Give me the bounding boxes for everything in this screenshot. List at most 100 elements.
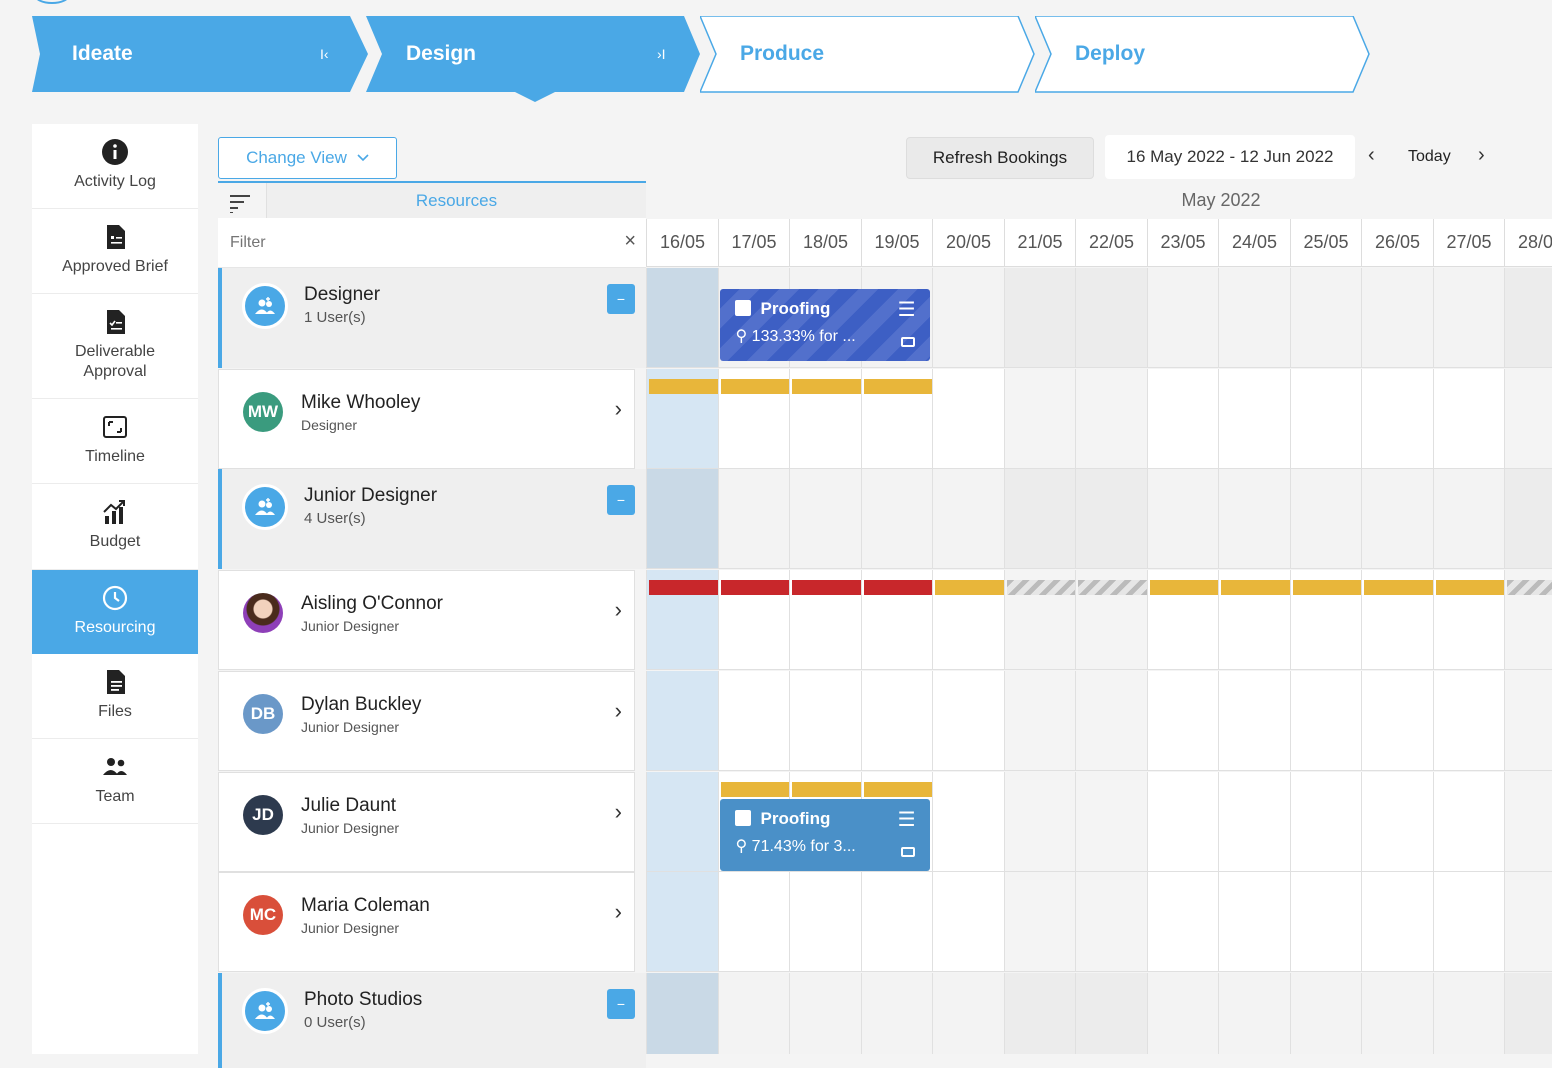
calendar-cell[interactable] (1361, 268, 1433, 368)
menu-icon[interactable]: ☰ (897, 299, 916, 321)
calendar-cell[interactable] (860, 469, 933, 570)
calendar-cell[interactable] (1075, 771, 1147, 872)
today-button[interactable]: Today (1408, 148, 1451, 165)
calendar-cell[interactable] (717, 469, 790, 570)
nav-item-activity-log[interactable]: Activity Log (32, 124, 198, 209)
nav-item-deliverable-approval[interactable]: Deliverable Approval (32, 294, 198, 399)
calendar-cell[interactable] (932, 268, 1004, 368)
calendar-cell[interactable] (1218, 670, 1290, 771)
resize-icon[interactable] (900, 337, 915, 347)
calendar-cell[interactable] (1218, 771, 1290, 872)
calendar-cell[interactable] (1289, 771, 1362, 872)
stage-produce[interactable]: Produce (700, 16, 1040, 94)
calendar-cell[interactable] (932, 670, 1004, 771)
calendar-cell[interactable] (1504, 268, 1552, 368)
calendar-cell[interactable] (1361, 972, 1433, 1054)
calendar-cell[interactable] (1289, 972, 1362, 1054)
sort-icon[interactable] (230, 195, 252, 213)
calendar-cell[interactable] (1504, 368, 1552, 469)
stage-ideate[interactable]: Ideate I‹ (32, 16, 372, 94)
nav-item-timeline[interactable]: Timeline (32, 399, 198, 484)
calendar-cell[interactable] (1003, 268, 1076, 368)
calendar-cell[interactable] (1432, 469, 1505, 570)
change-view-button[interactable]: Change View (218, 137, 397, 179)
calendar-cell[interactable] (789, 469, 861, 570)
refresh-bookings-button[interactable]: Refresh Bookings (906, 137, 1094, 179)
calendar-cell[interactable] (1003, 670, 1076, 771)
resource-user-row[interactable]: DB Dylan Buckley Junior Designer › (218, 670, 635, 771)
date-range-display[interactable]: 16 May 2022 - 12 Jun 2022 (1105, 135, 1355, 179)
calendar-cell[interactable] (1432, 872, 1505, 973)
calendar-cell[interactable] (1289, 368, 1362, 469)
booking-card[interactable]: Proofing ☰ ⚲ 133.33% for ... (719, 289, 930, 361)
nav-item-approved-brief[interactable]: Approved Brief (32, 209, 198, 294)
calendar-cell[interactable] (1289, 268, 1362, 368)
calendar-cell[interactable] (1289, 469, 1362, 570)
resource-group-row[interactable]: Photo Studios 0 User(s) − (218, 972, 646, 1068)
booking-card[interactable]: Proofing ☰ ⚲ 71.43% for 3... (719, 798, 930, 871)
calendar-cell[interactable] (932, 469, 1004, 570)
nav-item-resourcing[interactable]: Resourcing (32, 570, 198, 654)
chevron-right-icon[interactable]: › (614, 395, 622, 421)
calendar-cell[interactable] (1146, 469, 1219, 570)
calendar-cell[interactable] (1003, 771, 1076, 872)
collapse-group-button[interactable]: − (607, 485, 635, 516)
calendar-cell[interactable] (1218, 872, 1290, 973)
calendar-cell[interactable] (646, 872, 718, 973)
calendar-cell[interactable] (717, 972, 790, 1054)
calendar-cell[interactable] (860, 972, 933, 1054)
calendar-cell[interactable] (1075, 268, 1147, 368)
calendar-cell[interactable] (1289, 670, 1362, 771)
stage-design[interactable]: Design ›I (366, 16, 706, 94)
chevron-right-icon[interactable]: › (614, 798, 622, 824)
resources-title[interactable]: Resources (266, 183, 646, 219)
calendar-cell[interactable] (1432, 670, 1505, 771)
calendar-cell[interactable] (1218, 268, 1290, 368)
calendar-cell[interactable] (789, 872, 861, 973)
calendar-cell[interactable] (1075, 972, 1147, 1054)
calendar-cell[interactable] (1432, 972, 1505, 1054)
chevron-right-icon[interactable]: › (614, 597, 622, 623)
resource-group-row[interactable]: Designer 1 User(s) − (218, 268, 646, 368)
collapse-group-button[interactable]: − (607, 284, 635, 314)
resource-group-row[interactable]: Junior Designer 4 User(s) − (218, 469, 646, 570)
calendar-cell[interactable] (646, 268, 718, 368)
next-period-button[interactable]: › (1478, 144, 1485, 166)
calendar-cell[interactable] (1504, 972, 1552, 1054)
menu-icon[interactable]: ☰ (897, 808, 916, 831)
calendar-cell[interactable] (1361, 771, 1433, 872)
calendar-cell[interactable] (1146, 670, 1219, 771)
calendar-cell[interactable] (646, 972, 718, 1054)
calendar-cell[interactable] (1003, 872, 1076, 973)
calendar-cell[interactable] (1289, 872, 1362, 973)
calendar-cell[interactable] (932, 368, 1004, 469)
calendar-cell[interactable] (1361, 670, 1433, 771)
calendar-cell[interactable] (789, 972, 861, 1054)
resize-icon[interactable] (900, 846, 915, 857)
calendar-cell[interactable] (1432, 771, 1505, 872)
calendar-cell[interactable] (1218, 469, 1290, 570)
calendar-cell[interactable] (1361, 469, 1433, 570)
chevron-right-icon[interactable]: › (614, 899, 622, 925)
calendar-cell[interactable] (1218, 972, 1290, 1054)
calendar-cell[interactable] (932, 872, 1004, 973)
calendar-cell[interactable] (1432, 268, 1505, 368)
nav-item-budget[interactable]: Budget (32, 484, 198, 570)
calendar-cell[interactable] (932, 771, 1004, 872)
calendar-cell[interactable] (1361, 872, 1433, 973)
booking-checkbox[interactable] (734, 809, 751, 826)
calendar-cell[interactable] (1075, 670, 1147, 771)
calendar-cell[interactable] (717, 872, 790, 973)
resource-user-row[interactable]: JD Julie Daunt Junior Designer › (218, 771, 635, 872)
calendar-cell[interactable] (1003, 368, 1076, 469)
calendar-cell[interactable] (646, 771, 718, 872)
calendar-cell[interactable] (860, 670, 933, 771)
calendar-cell[interactable] (932, 972, 1004, 1054)
calendar-cell[interactable] (1075, 872, 1147, 973)
previous-period-button[interactable]: ‹ (1368, 144, 1375, 166)
resource-user-row[interactable]: MC Maria Coleman Junior Designer › (218, 872, 635, 973)
calendar-cell[interactable] (1003, 469, 1076, 570)
calendar-cell[interactable] (1075, 368, 1147, 469)
calendar-cell[interactable] (1218, 368, 1290, 469)
booking-checkbox[interactable] (734, 300, 751, 316)
